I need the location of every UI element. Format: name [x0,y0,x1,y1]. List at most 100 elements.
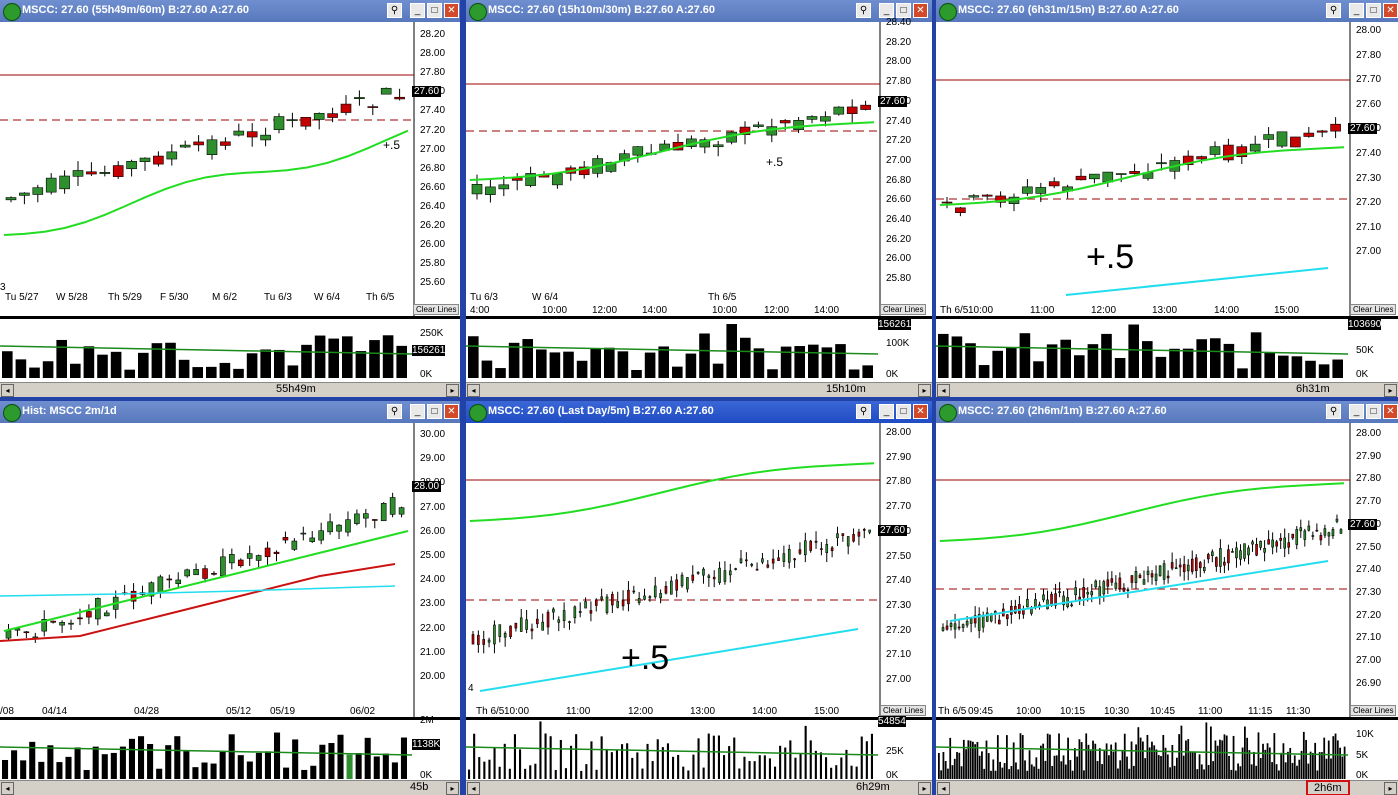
close-button[interactable]: ✕ [913,404,928,419]
price-chart[interactable] [936,0,1398,397]
time-axis-sublabel: 4:00 [470,305,490,316]
horizontal-scrollbar[interactable]: ◂ ▸ 45b [0,780,460,795]
horizontal-scrollbar[interactable]: ◂ ▸ 55h49m [0,382,460,397]
volume-bar [600,736,603,779]
horizontal-scrollbar[interactable]: ◂ ▸ 6h31m [936,382,1398,397]
candle [1066,589,1069,609]
close-button[interactable]: ✕ [444,3,459,18]
volume-bar [183,751,190,779]
chart-window-2h6m[interactable]: MSCC: 27.60 (2h6m/1m) B:27.60 A:27.60 ⚲ … [936,401,1398,795]
scroll-left-button[interactable]: ◂ [937,384,950,397]
clear-lines-button[interactable]: Clear Lines [880,705,927,716]
scroll-right-button[interactable]: ▸ [446,384,459,397]
volume-bar [495,368,506,378]
candle [1038,601,1041,610]
minimize-button[interactable]: _ [879,3,894,18]
candle [1194,554,1198,579]
candle [229,548,235,570]
scroll-right-button[interactable]: ▸ [446,782,459,795]
clear-lines-button[interactable]: Clear Lines [880,304,927,315]
candle [659,589,662,604]
chart-window-55h49m[interactable]: MSCC: 27.60 (55h49m/60m) B:27.60 A:27.60… [0,0,460,397]
close-button[interactable]: ✕ [1383,3,1398,18]
time-axis-fragment: 3 [0,282,6,293]
minimize-button[interactable]: _ [410,404,425,419]
volume-bar [733,737,736,779]
candle [220,548,226,577]
link-icon[interactable]: ⚲ [1326,3,1341,18]
volume-bar [631,369,642,378]
minimize-button[interactable]: _ [1349,404,1364,419]
link-icon[interactable]: ⚲ [1326,404,1341,419]
volume-bar [478,757,481,779]
candle [1263,540,1266,562]
volume-bar [1169,767,1171,779]
clear-lines-button[interactable]: Clear Lines [1350,304,1397,315]
window-title-bar[interactable]: Hist: MSCC 2m/1d ⚲ _ □ ✕ [0,401,460,423]
scroll-right-button[interactable]: ▸ [918,782,931,795]
close-button[interactable]: ✕ [444,404,459,419]
price-chart[interactable] [466,401,932,795]
window-title-bar[interactable]: MSCC: 27.60 (Last Day/5m) B:27.60 A:27.6… [466,401,932,423]
scroll-left-button[interactable]: ◂ [937,782,950,795]
price-chart[interactable] [0,401,460,795]
volume-bar [767,369,778,378]
maximize-button[interactable]: □ [896,404,911,419]
candle [1002,603,1005,617]
maximize-button[interactable]: □ [896,3,911,18]
maximize-button[interactable]: □ [1366,404,1381,419]
maximize-button[interactable]: □ [427,3,442,18]
chart-window-last-day-5m[interactable]: MSCC: 27.60 (Last Day/5m) B:27.60 A:27.6… [466,401,932,795]
horizontal-scrollbar[interactable]: ◂ ▸ 15h10m [466,382,932,397]
price-chart[interactable] [466,0,932,397]
chart-window-6h31m[interactable]: MSCC: 27.60 (6h31m/15m) B:27.60 A:27.60 … [936,0,1398,397]
volume-bar [978,365,990,378]
chart-window-hist-daily[interactable]: Hist: MSCC 2m/1d ⚲ _ □ ✕ 30.00 29.00 28.00… [0,401,460,795]
horizontal-scrollbar[interactable]: ◂ ▸ 2h6m [936,780,1398,795]
window-title-bar[interactable]: MSCC: 27.60 (15h10m/30m) B:27.60 A:27.60… [466,0,932,22]
horizontal-scrollbar[interactable]: ◂ ▸ 6h29m [466,780,932,795]
volume-bar [391,762,398,779]
scroll-right-button[interactable]: ▸ [1384,782,1397,795]
candle [696,571,700,575]
link-icon[interactable]: ⚲ [856,404,871,419]
moving-average-line [469,462,875,522]
minimize-button[interactable]: _ [879,404,894,419]
window-title-bar[interactable]: MSCC: 27.60 (6h31m/15m) B:27.60 A:27.60 … [936,0,1398,22]
minimize-button[interactable]: _ [1349,3,1364,18]
volume-bar [1237,368,1248,378]
link-icon[interactable]: ⚲ [387,404,402,419]
price-chart[interactable] [0,0,460,397]
scroll-left-button[interactable]: ◂ [1,384,14,397]
close-button[interactable]: ✕ [913,3,928,18]
link-icon[interactable]: ⚲ [856,3,871,18]
maximize-button[interactable]: □ [1366,3,1381,18]
window-title: MSCC: 27.60 (55h49m/60m) B:27.60 A:27.60 [22,4,250,16]
scroll-range-label: 55h49m [276,383,316,395]
scroll-right-button[interactable]: ▸ [1384,384,1397,397]
chart-window-15h10m[interactable]: MSCC: 27.60 (15h10m/30m) B:27.60 A:27.60… [466,0,932,397]
clear-lines-button[interactable]: Clear Lines [1350,705,1397,716]
window-title-bar[interactable]: MSCC: 27.60 (55h49m/60m) B:27.60 A:27.60… [0,0,460,22]
price-tick-label: 30.00 [420,429,446,440]
volume-bar [1024,760,1026,779]
volume-bar [661,747,664,779]
minimize-button[interactable]: _ [410,3,425,18]
candle [702,567,705,584]
volume-bar [850,765,853,779]
scroll-left-button[interactable]: ◂ [1,782,14,795]
candle [1276,131,1288,148]
scroll-left-button[interactable]: ◂ [467,782,480,795]
candle [487,637,491,648]
candle [23,630,30,639]
scroll-right-button[interactable]: ▸ [918,384,931,397]
window-title-bar[interactable]: MSCC: 27.60 (2h6m/1m) B:27.60 A:27.60 ⚲ … [936,401,1398,423]
clear-lines-button[interactable]: Clear Lines [413,304,460,315]
window-divider[interactable] [0,397,1398,401]
volume-bar [174,736,181,779]
maximize-button[interactable]: □ [427,404,442,419]
scroll-left-button[interactable]: ◂ [467,384,480,397]
window-title: MSCC: 27.60 (6h31m/15m) B:27.60 A:27.60 [958,4,1179,16]
link-icon[interactable]: ⚲ [387,3,402,18]
price-chart[interactable] [936,401,1398,795]
